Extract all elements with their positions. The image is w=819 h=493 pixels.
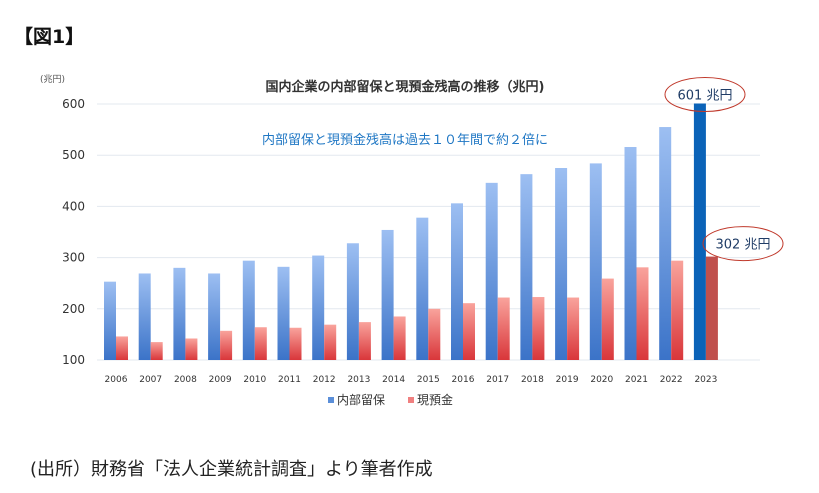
x-tick-label: 2010: [243, 375, 266, 385]
x-tick-label: 2006: [105, 375, 128, 385]
y-tick-label: 200: [62, 302, 85, 316]
x-tick-label: 2015: [417, 375, 440, 385]
bar-cash-2016: [463, 303, 475, 360]
annotation-label: 302 兆円: [716, 238, 771, 253]
bar-retained-2008: [173, 267, 186, 360]
bar-cash-2023: [705, 256, 718, 360]
bar-cash-2020: [601, 278, 614, 360]
bar-retained-2015: [416, 217, 429, 360]
x-tick-label: 2008: [174, 375, 197, 385]
legend-label: 現預金: [417, 392, 453, 407]
x-tick-label: 2009: [209, 375, 232, 385]
chart-title: 国内企業の内部留保と現預金残高の推移（兆円): [266, 79, 545, 95]
bar-retained-2007: [138, 273, 151, 360]
bar-chart: 国内企業の内部留保と現預金残高の推移（兆円) 内部留保と現預金残高は過去１０年間…: [40, 74, 784, 407]
bar-cash-2011: [289, 327, 302, 360]
bar-retained-2006: [104, 281, 116, 360]
chart-subtitle: 内部留保と現預金残高は過去１０年間で約２倍に: [262, 132, 548, 148]
bar-cash-2017: [497, 297, 510, 360]
x-tick-label: 2020: [590, 375, 613, 385]
bar-cash-2008: [185, 338, 198, 360]
bar-cash-2013: [358, 322, 371, 360]
figure-label: 【図1】: [14, 26, 85, 48]
annotation-label: 601 兆円: [678, 88, 733, 103]
legend-swatch: [408, 397, 414, 403]
x-tick-label: 2021: [625, 375, 648, 385]
bar-retained-2020: [589, 163, 602, 360]
x-tick-label: 2011: [278, 375, 301, 385]
bar-retained-2023: [693, 103, 706, 360]
x-tick-label: 2019: [556, 375, 579, 385]
source-note: (出所）財務省「法人企業統計調査」より筆者作成: [30, 459, 433, 480]
x-tick-label: 2014: [382, 375, 405, 385]
y-tick-label: 400: [62, 199, 85, 213]
x-tick-label: 2023: [694, 375, 717, 385]
y-tick-label: 300: [62, 251, 85, 265]
bar-cash-2009: [220, 330, 233, 360]
bar-retained-2018: [520, 174, 533, 360]
x-tick-label: 2012: [313, 375, 336, 385]
bar-cash-2010: [254, 327, 267, 360]
x-tick-label: 2022: [660, 375, 683, 385]
x-tick-label: 2017: [486, 375, 509, 385]
y-tick-label: 600: [62, 97, 85, 111]
bar-cash-2021: [636, 267, 649, 360]
bar-cash-2018: [532, 297, 545, 360]
annotation-circle: [702, 226, 784, 262]
bar-cash-2022: [671, 260, 684, 360]
bar-retained-2022: [659, 127, 672, 360]
legend-swatch: [328, 397, 334, 403]
bar-retained-2009: [208, 273, 221, 360]
bar-cash-2012: [324, 324, 337, 360]
y-axis-unit: (兆円): [40, 74, 65, 85]
bar-retained-2011: [277, 266, 290, 360]
bar-retained-2017: [485, 182, 498, 360]
x-tick-label: 2013: [347, 375, 370, 385]
x-tick-label: 2018: [521, 375, 544, 385]
legend-label: 内部留保: [337, 392, 385, 407]
x-tick-label: 2016: [452, 375, 475, 385]
bar-retained-2019: [555, 168, 568, 360]
bar-retained-2010: [242, 260, 255, 360]
bar-cash-2015: [428, 308, 441, 360]
bar-cash-2006: [116, 336, 128, 360]
bar-retained-2016: [451, 203, 463, 360]
y-tick-label: 100: [62, 353, 85, 367]
bar-cash-2007: [150, 342, 163, 360]
bar-cash-2019: [567, 297, 580, 360]
annotation-circle: [664, 76, 746, 112]
bar-retained-2013: [346, 243, 359, 360]
bar-cash-2014: [393, 316, 406, 360]
x-tick-label: 2007: [139, 375, 162, 385]
bar-retained-2012: [312, 255, 325, 360]
y-tick-label: 500: [62, 148, 85, 162]
bar-retained-2021: [624, 147, 637, 360]
bar-retained-2014: [381, 229, 394, 360]
